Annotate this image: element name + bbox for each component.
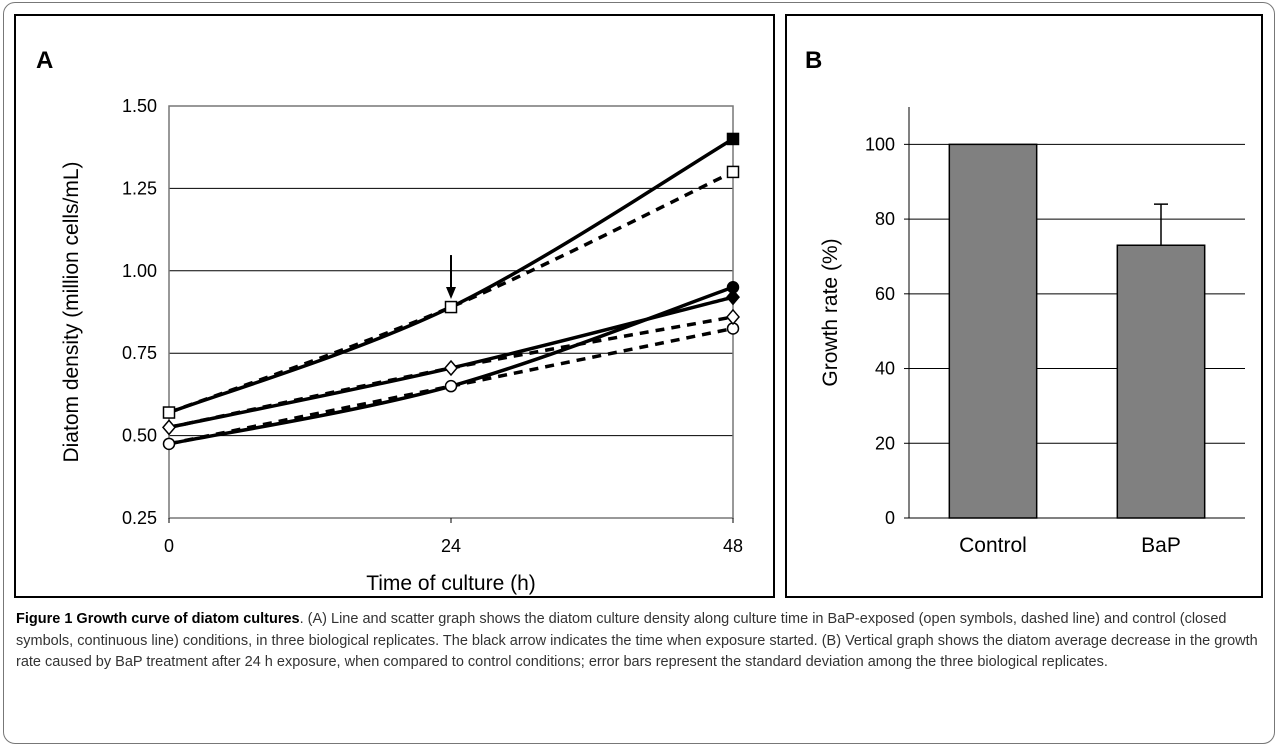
y-tick-label: 0: [885, 508, 895, 528]
y-tick-label: 40: [875, 359, 895, 379]
open-circle-marker: [162, 437, 176, 451]
y-tick-label: 0.25: [122, 508, 157, 528]
panel-a: A 0.25 0.50 0.75 1.00 1.25 1.50 0 24 48 Time of cu…: [14, 14, 775, 598]
caption-text: . (A) Line and scatter graph shows the d…: [16, 611, 1258, 670]
caption-title: Figure 1 Growth curve of diatom cultures: [16, 611, 300, 627]
y-tick-label: 1.25: [122, 178, 157, 198]
filled-square-marker: [726, 132, 740, 146]
y-tick-label: 100: [865, 134, 895, 154]
bar-bap: [1116, 244, 1206, 519]
open-diamond-marker: [444, 359, 458, 377]
x-tick-label: 0: [164, 536, 174, 556]
y-tick-label: 1.50: [122, 96, 157, 116]
figure-caption: Figure 1 Growth curve of diatom cultures…: [16, 609, 1264, 674]
x-axis-label: Time of culture (h): [366, 572, 536, 595]
series-line-open-square: [168, 170, 734, 415]
x-category-label: BaP: [1141, 534, 1181, 557]
y-axis-label: Diatom density (million cells/mL): [60, 161, 83, 462]
open-square-marker: [444, 300, 458, 314]
open-circle-marker: [444, 379, 458, 393]
arrow-head: [446, 287, 456, 300]
y-tick-label: 80: [875, 209, 895, 229]
open-square-marker: [162, 406, 176, 419]
open-diamond-marker: [162, 419, 176, 436]
open-square-marker: [726, 165, 740, 179]
y-tick-label: 20: [875, 433, 895, 453]
line-chart: A 0.25 0.50 0.75 1.00 1.25 1.50 0 24 48 Time of cu…: [36, 47, 743, 595]
panel-label: A: [36, 47, 53, 74]
y-tick-label: 0.75: [122, 343, 157, 363]
panel-b: B 0 20 40 60 80 100 Control BaP Growth rate (%): [785, 14, 1263, 598]
y-tick-label: 60: [875, 284, 895, 304]
x-tick-label: 24: [441, 536, 461, 556]
x-category-label: Control: [959, 534, 1027, 557]
y-tick-label: 1.00: [122, 261, 157, 281]
figure-frame: [3, 2, 1275, 744]
open-diamond-marker: [726, 308, 740, 326]
bar-control: [948, 143, 1038, 519]
series-line-open-circle: [168, 326, 734, 446]
bar-chart: B 0 20 40 60 80 100 Control BaP Growth rate (%): [805, 47, 1245, 557]
y-tick-label: 0.50: [122, 426, 157, 446]
x-tick-label: 48: [723, 536, 743, 556]
y-axis-label: Growth rate (%): [819, 238, 842, 386]
filled-diamond-marker: [726, 289, 740, 306]
panel-label: B: [805, 47, 822, 74]
